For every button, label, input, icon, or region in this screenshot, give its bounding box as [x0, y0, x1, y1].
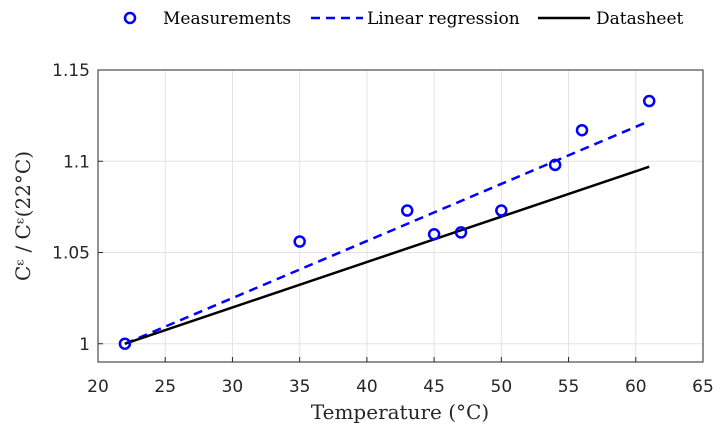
plot-background — [98, 70, 703, 362]
legend: Measurements Linear regression Datasheet — [123, 9, 684, 29]
legend-marker-measurements — [123, 11, 137, 25]
data-point-measurements — [454, 226, 468, 239]
x-tick-label: 50 — [491, 377, 513, 397]
x-tick-label: 40 — [356, 377, 378, 397]
series-line-datasheet — [124, 165, 650, 345]
y-tick-label: 1.15 — [52, 61, 90, 81]
x-ticks: 20 25 30 35 40 45 50 55 60 65 — [87, 357, 714, 397]
legend-label-measurements: Measurements — [163, 9, 291, 29]
data-point-measurements — [427, 228, 441, 241]
data-point-measurements — [495, 204, 508, 217]
x-tick-label: 35 — [289, 377, 311, 397]
data-point-measurements — [118, 337, 132, 350]
series-line-linear-regression — [124, 119, 650, 345]
x-tick-label: 55 — [558, 377, 580, 397]
data-point-measurements — [293, 235, 306, 248]
data-point-measurements — [400, 204, 414, 217]
x-tick-label: 45 — [423, 377, 445, 397]
data-point-measurements — [575, 123, 589, 137]
legend-label-datasheet: Datasheet — [596, 9, 684, 29]
x-tick-label: 65 — [692, 377, 714, 397]
series-layer — [118, 94, 656, 350]
x-tick-label: 30 — [222, 377, 244, 397]
y-tick-label: 1.1 — [63, 152, 90, 172]
y-tick-label: 1.05 — [52, 244, 90, 264]
x-axis-label: Temperature (°C) — [311, 400, 489, 424]
y-tick-label: 1 — [79, 335, 90, 355]
plot-frame — [97, 69, 704, 363]
legend-label-linear-regression: Linear regression — [367, 9, 520, 29]
x-tick-label: 60 — [625, 377, 647, 397]
x-tick-label: 20 — [87, 377, 109, 397]
y-ticks: 1 1.05 1.1 1.15 — [52, 61, 103, 355]
data-point-measurements — [642, 94, 656, 108]
x-tick-label: 25 — [154, 377, 176, 397]
y-axis-label: Cᵋ / Cᵋ(22°C) — [11, 151, 35, 281]
data-point-measurements — [548, 158, 562, 172]
plot-area: 20 25 30 35 40 45 50 55 60 65 1 1.05 1.1 1.15 — [52, 61, 714, 397]
